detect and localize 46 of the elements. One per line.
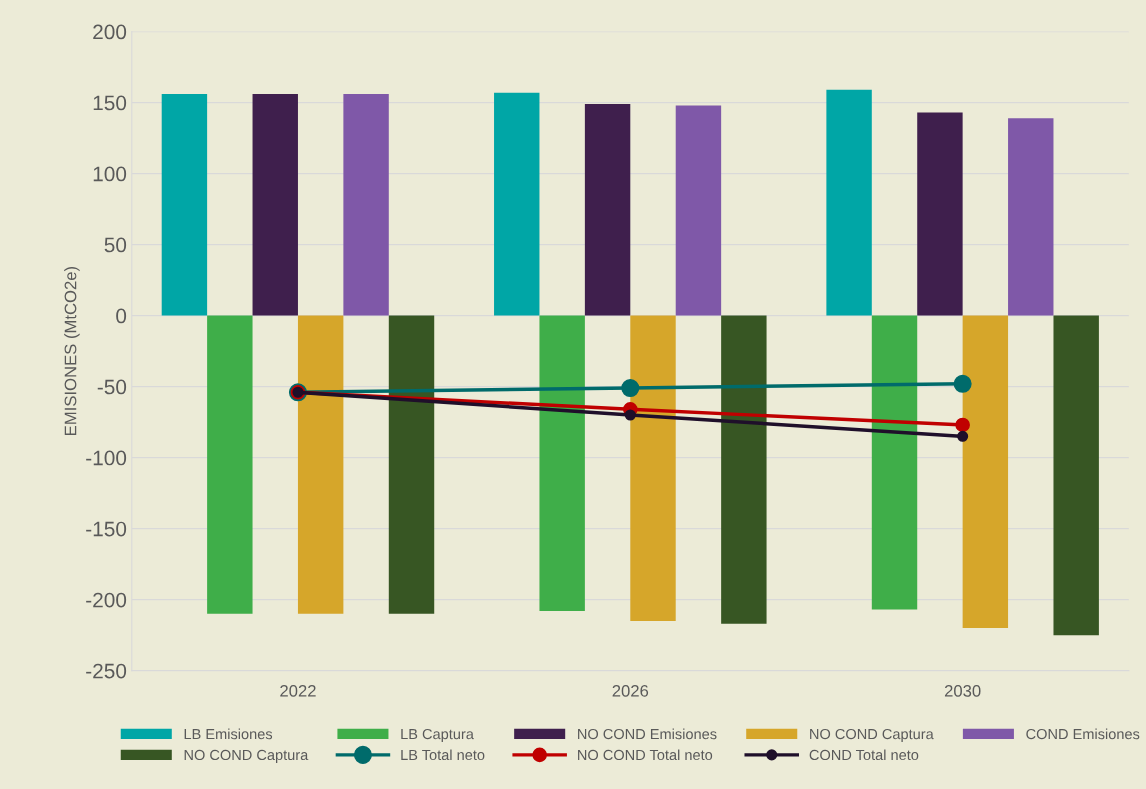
bar [630,315,676,621]
y-tick-label: -200 [86,592,127,608]
y-tick-label: 100 [93,166,127,182]
legend-label: NO COND Captura [184,749,309,763]
y-tick-label: -250 [86,663,127,679]
x-tick-label: 2030 [944,684,981,697]
legend-label: NO COND Captura [810,728,934,743]
legend-label: LB Captura [401,728,474,743]
y-tick-label: -100 [86,450,127,466]
bar [721,315,767,624]
point [953,374,972,393]
bar [207,315,253,614]
bar [297,315,344,614]
legend-label: LB Total neto [401,749,485,761]
legend-label: COND Emisiones [1026,728,1140,740]
point [621,379,640,398]
bar [343,94,389,316]
y-tick-label: 150 [93,95,127,111]
x-tick-label: 2026 [612,684,649,697]
y-tick-label: 200 [93,24,127,40]
y-tick-label: -150 [86,521,127,537]
bar [584,103,631,316]
bar [1008,118,1054,316]
point [957,430,969,442]
y-axis-title: EMISIONES (MtCO2e) [64,266,80,435]
legend-label: COND Total neto [809,749,919,761]
bar [826,89,872,316]
x-tick-label: 2022 [280,684,316,697]
y-tick-label: -50 [97,379,127,395]
legend-label: NO COND Total neto [578,749,713,761]
point [624,409,636,421]
y-tick-label: 50 [104,237,127,253]
y-tick-label: 0 [116,308,127,324]
bar [675,105,722,316]
bar [917,112,963,316]
bar [962,315,1009,629]
bar [539,315,585,611]
bar [871,315,918,610]
bar [1053,315,1099,636]
point [955,417,970,433]
bar [161,94,208,316]
bar [388,315,435,614]
bar [494,92,540,316]
legend-label: LB Emisiones [184,728,273,740]
legend-label: NO COND Emisiones [578,728,717,740]
bar [252,94,298,316]
